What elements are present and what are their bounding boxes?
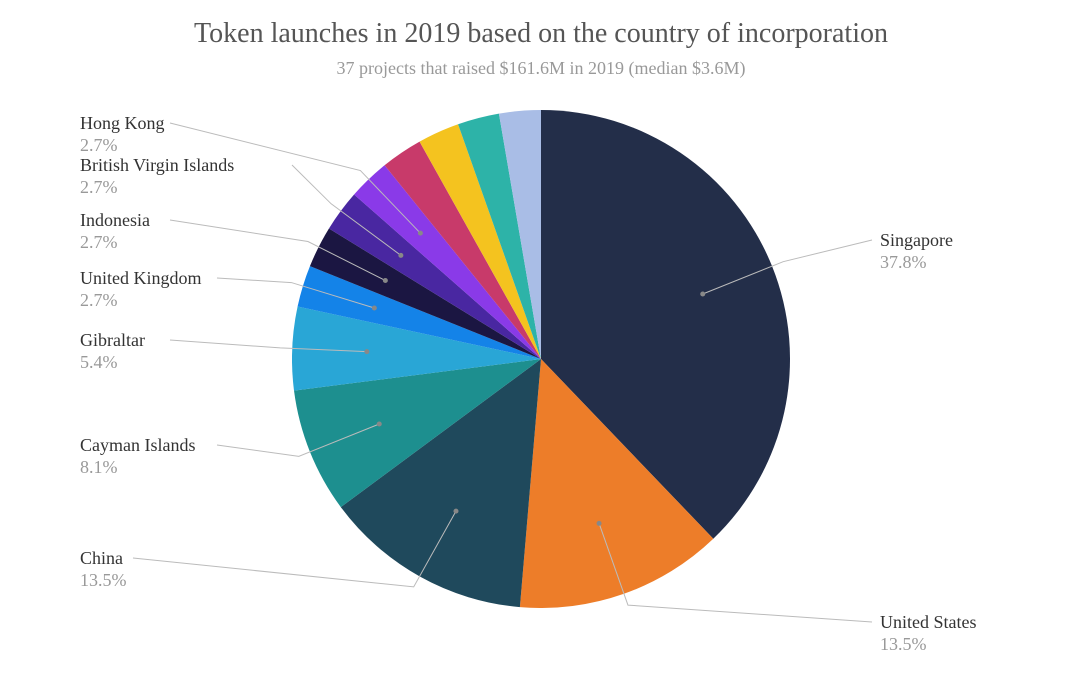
slice-label-name: British Virgin Islands — [80, 155, 234, 177]
slice-label-china: China13.5% — [80, 548, 127, 591]
slice-label-united-kingdom: United Kingdom2.7% — [80, 268, 202, 311]
pie-area: Singapore37.8%United States13.5%China13.… — [0, 110, 1082, 680]
slice-label-pct: 8.1% — [80, 457, 195, 479]
slice-label-pct: 2.7% — [80, 135, 165, 157]
slice-label-pct: 5.4% — [80, 352, 145, 374]
slice-label-name: China — [80, 548, 127, 570]
slice-label-united-states: United States13.5% — [880, 612, 977, 655]
pie-chart-container: Token launches in 2019 based on the coun… — [0, 0, 1082, 680]
slice-label-pct: 37.8% — [880, 252, 953, 274]
slice-label-pct: 2.7% — [80, 177, 234, 199]
slice-label-name: United Kingdom — [80, 268, 202, 290]
slice-label-pct: 13.5% — [880, 634, 977, 656]
slice-label-pct: 2.7% — [80, 232, 150, 254]
slice-label-name: United States — [880, 612, 977, 634]
slice-label-gibraltar: Gibraltar5.4% — [80, 330, 145, 373]
slice-label-singapore: Singapore37.8% — [880, 230, 953, 273]
chart-subtitle: 37 projects that raised $161.6M in 2019 … — [0, 58, 1082, 79]
slice-label-name: Cayman Islands — [80, 435, 195, 457]
pie-svg — [292, 110, 790, 608]
slice-label-indonesia: Indonesia2.7% — [80, 210, 150, 253]
slice-label-name: Singapore — [880, 230, 953, 252]
slice-label-pct: 2.7% — [80, 290, 202, 312]
chart-title: Token launches in 2019 based on the coun… — [0, 18, 1082, 50]
slice-label-cayman-islands: Cayman Islands8.1% — [80, 435, 195, 478]
slice-label-name: Indonesia — [80, 210, 150, 232]
slice-label-pct: 13.5% — [80, 570, 127, 592]
slice-label-name: Hong Kong — [80, 113, 165, 135]
slice-label-british-virgin-islands: British Virgin Islands2.7% — [80, 155, 234, 198]
slice-label-hong-kong: Hong Kong2.7% — [80, 113, 165, 156]
slice-label-name: Gibraltar — [80, 330, 145, 352]
